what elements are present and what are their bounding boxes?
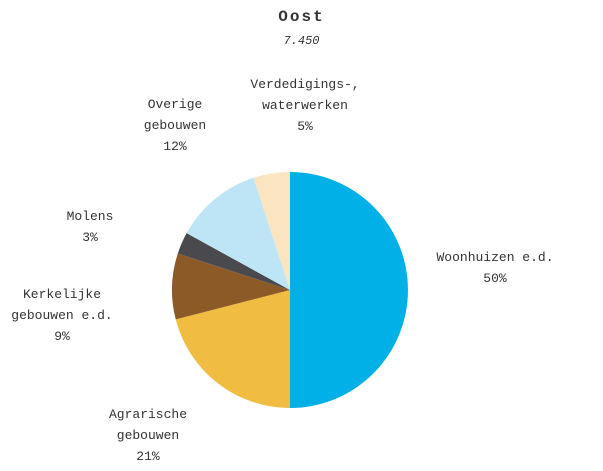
chart-title: Oost <box>278 8 325 26</box>
value-label: 21% <box>136 449 160 464</box>
slice-label: Overige gebouwen 12% <box>135 94 215 157</box>
pie-slice <box>172 253 290 320</box>
value-label: 12% <box>163 139 187 154</box>
category-label: Agrarische gebouwen <box>108 407 187 443</box>
pie-slice <box>186 177 290 290</box>
slice-label: Verdedigings-, waterwerken 5% <box>245 74 365 137</box>
pie-slice <box>253 172 290 290</box>
pie-slice <box>290 172 408 408</box>
slice-label: Woonhuizen e.d. 50% <box>420 247 570 289</box>
category-label: Molens <box>66 209 114 224</box>
slice-label: Molens 3% <box>60 206 120 248</box>
category-label: Verdedigings-, waterwerken <box>250 77 360 113</box>
category-label: Overige gebouwen <box>143 97 207 133</box>
pie-slice <box>177 233 290 290</box>
slice-label: Kerkelijke gebouwen e.d. 9% <box>2 284 122 347</box>
category-label: Woonhuizen e.d. <box>436 250 554 265</box>
value-label: 3% <box>82 230 98 245</box>
value-label: 50% <box>483 271 507 286</box>
slice-label: Agrarische gebouwen 21% <box>103 404 193 467</box>
value-label: 5% <box>297 119 313 134</box>
chart-subtitle: 7.450 <box>283 34 320 48</box>
pie-slice <box>175 290 290 408</box>
category-label: Kerkelijke gebouwen e.d. <box>11 287 113 323</box>
value-label: 9% <box>54 329 70 344</box>
